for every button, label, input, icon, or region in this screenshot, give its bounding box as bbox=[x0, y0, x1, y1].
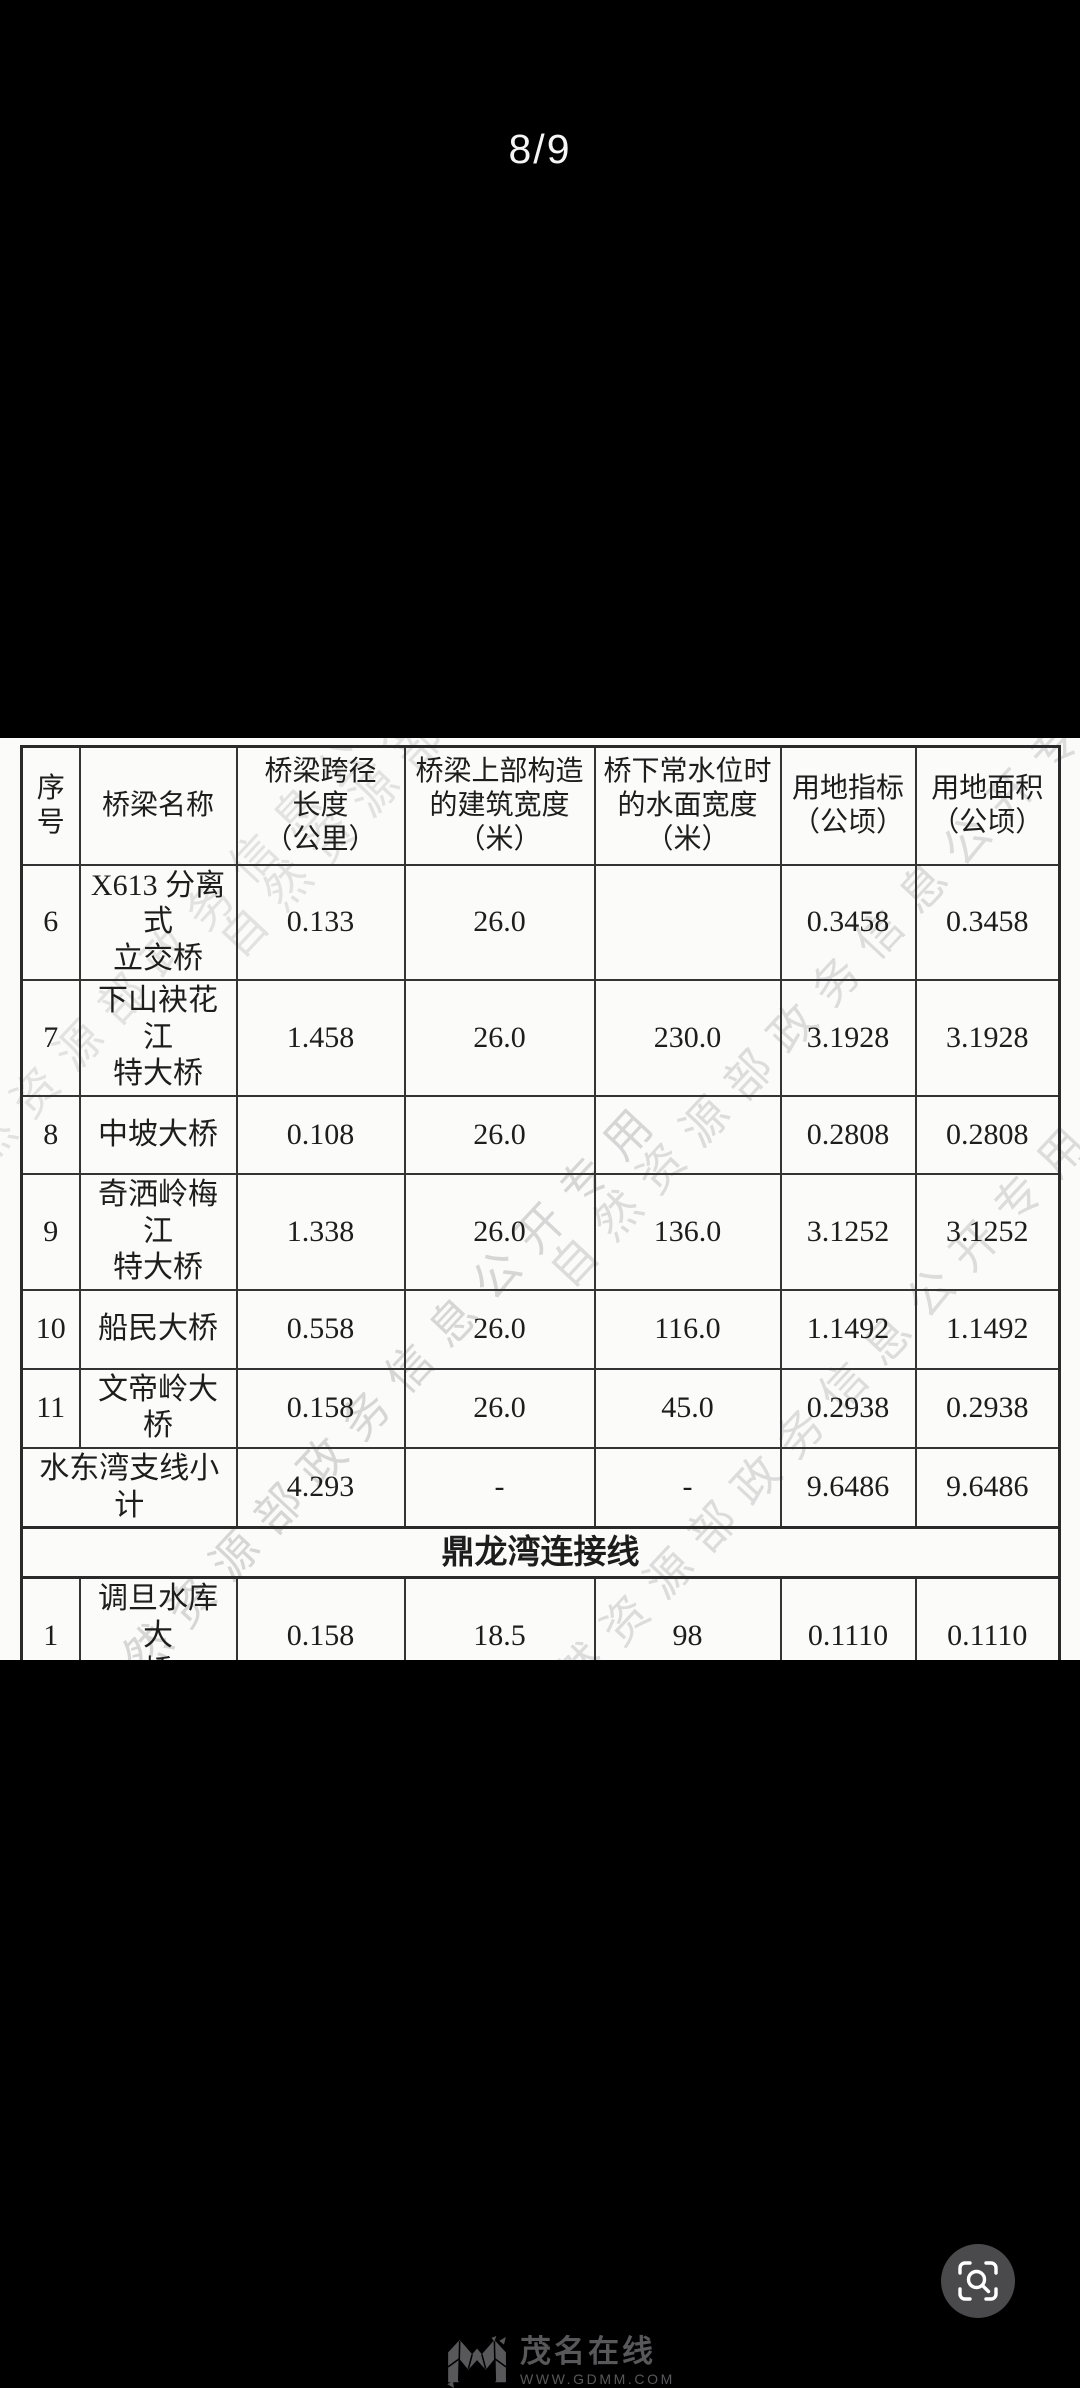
cell-subtotal-label: 水东湾支线小计 bbox=[20, 1447, 238, 1529]
cell-water: 136.0 bbox=[593, 1173, 782, 1291]
cell-index: 0.2808 bbox=[779, 1095, 917, 1176]
cell-index: 0.1110 bbox=[779, 1576, 917, 1660]
header-water: 桥下常水位时 的水面宽度 （米） bbox=[593, 745, 782, 866]
header-name: 桥梁名称 bbox=[78, 745, 238, 866]
table-row: 10 船民大桥 0.558 26.0 116.0 1.1492 1.1492 bbox=[20, 1288, 1061, 1370]
brand-url: WWW.GDMM.COM bbox=[520, 2371, 675, 2387]
cell-name: 下山袂花江 特大桥 bbox=[78, 979, 238, 1098]
cell-width: - bbox=[403, 1447, 596, 1529]
header-index: 用地指标 （公顷） bbox=[779, 745, 917, 866]
cell-name: 奇洒岭梅江 特大桥 bbox=[78, 1173, 238, 1291]
cell-name: 船民大桥 bbox=[78, 1288, 238, 1370]
cell-water: - bbox=[593, 1447, 782, 1529]
cell-width: 26.0 bbox=[403, 1288, 596, 1370]
table-row: 1 调旦水库大 桥 0.158 18.5 98 0.1110 0.1110 bbox=[20, 1576, 1061, 1660]
cell-name: 中坡大桥 bbox=[78, 1095, 238, 1176]
cell-area: 1.1492 bbox=[914, 1288, 1061, 1370]
cell-water bbox=[593, 863, 782, 982]
brand-m-icon bbox=[446, 2336, 510, 2388]
cell-width: 26.0 bbox=[403, 1173, 596, 1291]
header-width: 桥梁上部构造 的建筑宽度 （米） bbox=[403, 745, 596, 866]
cell-area: 0.2938 bbox=[914, 1367, 1061, 1450]
scan-search-icon bbox=[956, 2259, 1000, 2303]
cell-index: 9.6486 bbox=[779, 1447, 917, 1529]
footer-logo: 茂名在线 WWW.GDMM.COM bbox=[446, 2336, 706, 2388]
cell-water: 116.0 bbox=[593, 1288, 782, 1370]
table-row: 9 奇洒岭梅江 特大桥 1.338 26.0 136.0 3.1252 3.12… bbox=[20, 1173, 1061, 1291]
cell-area: 9.6486 bbox=[914, 1447, 1061, 1529]
cell-index: 3.1252 bbox=[779, 1173, 917, 1291]
cell-width: 26.0 bbox=[403, 1367, 596, 1450]
cell-water: 230.0 bbox=[593, 979, 782, 1098]
section-header-row: 鼎龙湾连接线 bbox=[20, 1526, 1061, 1580]
cell-length: 0.108 bbox=[235, 1095, 406, 1176]
cell-area: 3.1928 bbox=[914, 979, 1061, 1098]
scan-search-button[interactable] bbox=[941, 2244, 1015, 2318]
table-header-row: 序 号 桥梁名称 桥梁跨径 长度 （公里） 桥梁上部构造 的建筑宽度 （米） 桥… bbox=[20, 745, 1061, 866]
cell-width: 18.5 bbox=[403, 1576, 596, 1660]
cell-length: 1.338 bbox=[235, 1173, 406, 1291]
cell-length: 0.558 bbox=[235, 1288, 406, 1370]
cell-name: X613 分离式 立交桥 bbox=[78, 863, 238, 982]
cell-index: 1.1492 bbox=[779, 1288, 917, 1370]
table-row: 7 下山袂花江 特大桥 1.458 26.0 230.0 3.1928 3.19… bbox=[20, 979, 1061, 1098]
cell-no: 8 bbox=[20, 1095, 81, 1176]
cell-length: 4.293 bbox=[235, 1447, 406, 1529]
document-page[interactable]: 自然资源部政务信息公开专用 自然资源部政务信息公开专用 自然资源部政务信息公开专… bbox=[0, 738, 1080, 1660]
header-no: 序 号 bbox=[20, 745, 81, 866]
section-header-label: 鼎龙湾连接线 bbox=[20, 1526, 1061, 1580]
cell-width: 26.0 bbox=[403, 863, 596, 982]
cell-length: 1.458 bbox=[235, 979, 406, 1098]
cell-area: 0.1110 bbox=[914, 1576, 1061, 1660]
table-row: 6 X613 分离式 立交桥 0.133 26.0 0.3458 0.3458 bbox=[20, 863, 1061, 982]
cell-no: 9 bbox=[20, 1173, 81, 1291]
cell-water: 45.0 bbox=[593, 1367, 782, 1450]
cell-length: 0.158 bbox=[235, 1576, 406, 1660]
table-row: 11 文帝岭大桥 0.158 26.0 45.0 0.2938 0.2938 bbox=[20, 1367, 1061, 1450]
header-area: 用地面积 （公顷） bbox=[914, 745, 1061, 866]
bridge-land-use-table: 序 号 桥梁名称 桥梁跨径 长度 （公里） 桥梁上部构造 的建筑宽度 （米） 桥… bbox=[20, 745, 1061, 1660]
cell-index: 3.1928 bbox=[779, 979, 917, 1098]
page-indicator: 8/9 bbox=[508, 126, 572, 172]
cell-length: 0.133 bbox=[235, 863, 406, 982]
cell-name: 文帝岭大桥 bbox=[78, 1367, 238, 1450]
cell-width: 26.0 bbox=[403, 979, 596, 1098]
cell-no: 10 bbox=[20, 1288, 81, 1370]
brand-name: 茂名在线 bbox=[520, 2334, 656, 2369]
cell-area: 0.3458 bbox=[914, 863, 1061, 982]
cell-no: 7 bbox=[20, 979, 81, 1098]
cell-width: 26.0 bbox=[403, 1095, 596, 1176]
cell-index: 0.2938 bbox=[779, 1367, 917, 1450]
header-length: 桥梁跨径 长度 （公里） bbox=[235, 745, 406, 866]
table-row: 8 中坡大桥 0.108 26.0 0.2808 0.2808 bbox=[20, 1095, 1061, 1176]
cell-water: 98 bbox=[593, 1576, 782, 1660]
cell-area: 0.2808 bbox=[914, 1095, 1061, 1176]
cell-no: 11 bbox=[20, 1367, 81, 1450]
cell-no: 6 bbox=[20, 863, 81, 982]
cell-index: 0.3458 bbox=[779, 863, 917, 982]
subtotal-row-shuidongwan: 水东湾支线小计 4.293 - - 9.6486 9.6486 bbox=[20, 1447, 1061, 1529]
cell-no: 1 bbox=[20, 1576, 81, 1660]
cell-name: 调旦水库大 桥 bbox=[78, 1576, 238, 1660]
cell-water bbox=[593, 1095, 782, 1176]
cell-area: 3.1252 bbox=[914, 1173, 1061, 1291]
cell-length: 0.158 bbox=[235, 1367, 406, 1450]
